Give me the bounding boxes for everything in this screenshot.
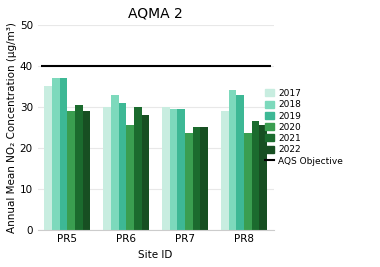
Bar xyxy=(252,121,260,230)
Bar xyxy=(185,134,193,230)
Bar xyxy=(244,134,252,230)
Bar xyxy=(193,127,201,230)
Bar xyxy=(141,115,149,230)
Bar xyxy=(119,103,126,230)
Bar xyxy=(260,125,267,230)
X-axis label: Site ID: Site ID xyxy=(138,250,173,260)
Bar xyxy=(75,105,82,230)
Bar xyxy=(60,78,67,230)
Bar xyxy=(103,107,111,230)
Y-axis label: Annual Mean NO₂ Concentration (μg/m³): Annual Mean NO₂ Concentration (μg/m³) xyxy=(7,22,17,233)
Bar xyxy=(67,111,75,230)
Bar xyxy=(134,107,141,230)
Bar xyxy=(201,127,208,230)
Bar xyxy=(126,125,134,230)
Bar xyxy=(44,86,52,230)
Bar xyxy=(82,111,90,230)
Bar xyxy=(170,109,177,230)
Bar xyxy=(111,95,119,230)
Bar xyxy=(52,78,60,230)
Bar xyxy=(177,109,185,230)
Bar xyxy=(229,91,236,230)
Bar xyxy=(236,95,244,230)
Title: AQMA 2: AQMA 2 xyxy=(128,7,183,21)
Legend: 2017, 2018, 2019, 2020, 2021, 2022, AQS Objective: 2017, 2018, 2019, 2020, 2021, 2022, AQS … xyxy=(263,87,345,167)
Bar xyxy=(162,107,170,230)
Bar xyxy=(221,111,229,230)
